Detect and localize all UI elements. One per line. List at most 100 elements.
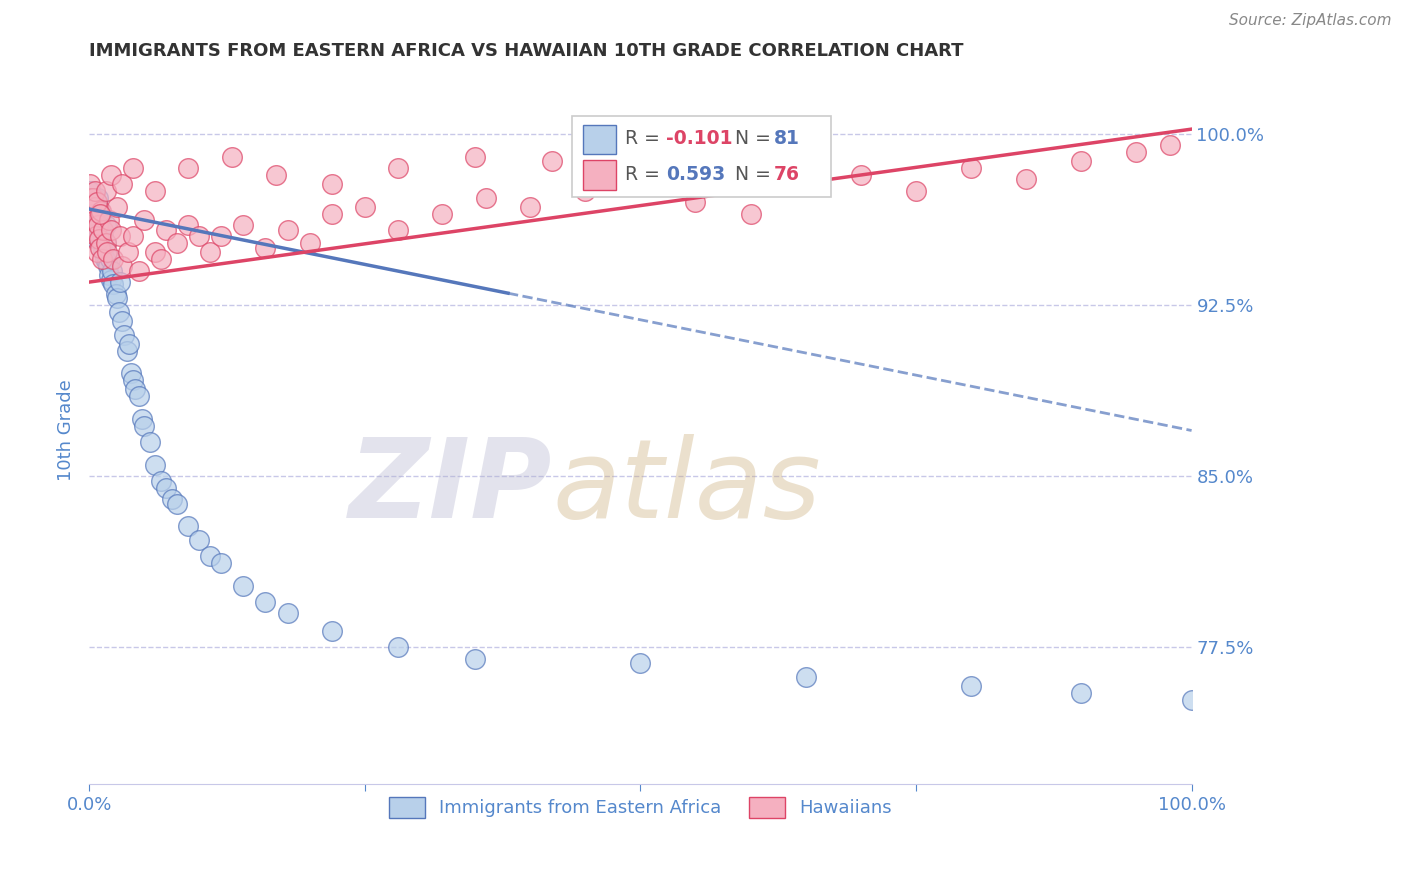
Point: [155, 222, 177, 236]
Point: [90, 209, 112, 223]
Point: [86, 218, 108, 232]
Point: [321, 624, 343, 639]
Point: [89, 213, 111, 227]
Point: [387, 640, 409, 655]
Point: [138, 434, 160, 449]
Point: [86, 245, 108, 260]
Point: [100, 222, 122, 236]
Point: [84, 232, 107, 246]
Point: [960, 679, 983, 693]
Point: [166, 497, 188, 511]
Point: [97, 259, 120, 273]
Point: [120, 367, 142, 381]
Point: [177, 519, 200, 533]
Point: [87, 232, 110, 246]
Point: [80, 211, 103, 226]
Point: [93, 222, 115, 236]
Point: [83, 184, 105, 198]
Point: [89, 204, 111, 219]
Point: [83, 209, 105, 223]
Point: [122, 373, 145, 387]
Point: [87, 218, 110, 232]
Point: [177, 218, 200, 232]
Point: [519, 200, 541, 214]
Point: [464, 652, 486, 666]
Text: R =: R =: [624, 165, 666, 184]
FancyBboxPatch shape: [572, 116, 831, 197]
Text: N =: N =: [735, 165, 778, 184]
Point: [430, 206, 453, 220]
Point: [101, 263, 124, 277]
FancyBboxPatch shape: [583, 125, 616, 154]
Point: [685, 195, 707, 210]
Point: [80, 191, 103, 205]
Point: [89, 206, 111, 220]
Point: [904, 184, 927, 198]
Point: [83, 200, 105, 214]
Point: [80, 191, 103, 205]
Point: [90, 222, 112, 236]
Point: [93, 229, 115, 244]
Point: [1070, 686, 1092, 700]
Point: [188, 229, 211, 244]
Point: [82, 206, 104, 220]
Point: [87, 213, 110, 227]
Point: [117, 245, 139, 260]
Point: [475, 191, 498, 205]
Point: [100, 273, 122, 287]
Point: [387, 222, 409, 236]
Point: [87, 222, 110, 236]
Point: [93, 252, 115, 267]
Point: [541, 154, 564, 169]
Point: [143, 184, 166, 198]
Point: [84, 222, 107, 236]
Point: [740, 131, 762, 145]
Point: [122, 161, 145, 175]
Point: [91, 236, 114, 251]
Point: [464, 149, 486, 163]
Point: [628, 657, 651, 671]
Point: [90, 204, 112, 219]
Point: [83, 213, 105, 227]
Point: [128, 263, 150, 277]
Text: -0.101: -0.101: [665, 129, 733, 148]
Text: 81: 81: [773, 129, 800, 148]
Point: [83, 222, 105, 236]
Point: [849, 168, 872, 182]
Point: [91, 222, 114, 236]
Point: [82, 218, 104, 232]
Point: [79, 195, 101, 210]
Point: [209, 556, 232, 570]
Point: [83, 200, 105, 214]
Point: [108, 275, 131, 289]
Point: [87, 191, 110, 205]
Point: [115, 343, 138, 358]
Point: [84, 213, 107, 227]
Point: [387, 161, 409, 175]
Point: [82, 209, 104, 223]
Point: [155, 481, 177, 495]
Point: [82, 227, 104, 241]
Point: [91, 252, 114, 267]
Point: [82, 206, 104, 220]
Point: [94, 236, 117, 251]
Point: [83, 191, 105, 205]
Point: [232, 218, 254, 232]
Text: N =: N =: [735, 129, 778, 148]
Point: [108, 229, 131, 244]
Point: [794, 670, 817, 684]
Point: [79, 177, 101, 191]
Point: [149, 252, 172, 267]
Point: [82, 200, 104, 214]
Point: [98, 252, 121, 267]
Text: 0.593: 0.593: [665, 165, 725, 184]
Point: [1125, 145, 1147, 159]
Point: [124, 383, 146, 397]
Text: 76: 76: [773, 165, 800, 184]
Point: [105, 291, 128, 305]
FancyBboxPatch shape: [583, 161, 616, 190]
Point: [104, 286, 127, 301]
Point: [166, 236, 188, 251]
Point: [100, 168, 122, 182]
Point: [740, 206, 762, 220]
